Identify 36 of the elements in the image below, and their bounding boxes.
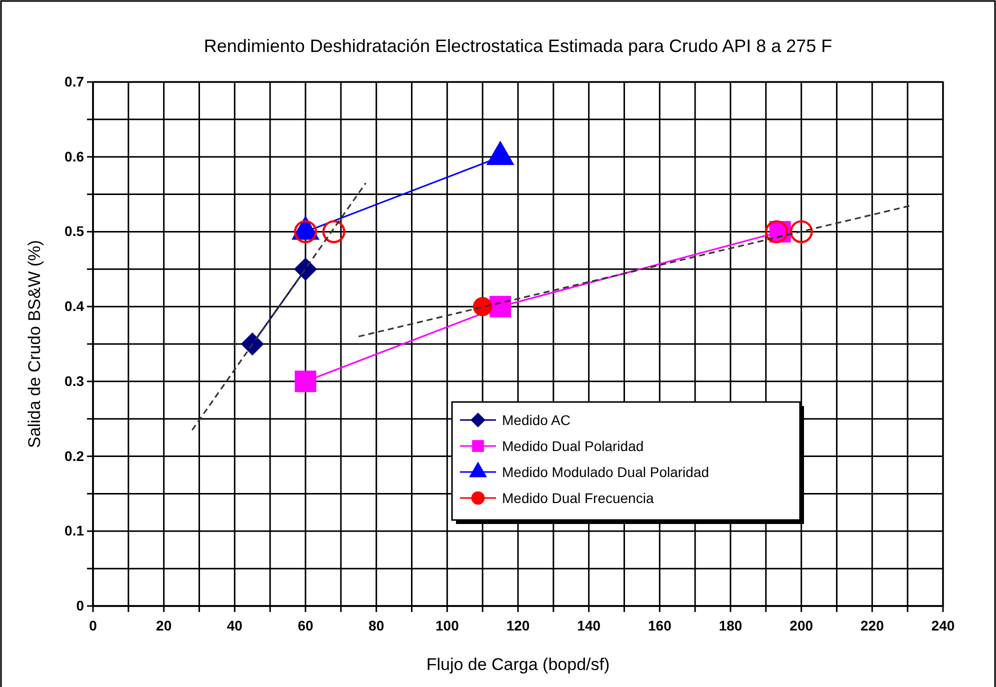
point (490, 296, 512, 318)
point (472, 296, 492, 316)
y-tick-label: 0.2 (64, 448, 84, 464)
x-tick-label: 240 (931, 617, 955, 634)
x-tick-label: 160 (648, 617, 672, 634)
point (765, 220, 788, 244)
x-tick-label: 20 (156, 617, 172, 634)
point (322, 220, 346, 244)
x-tick-label: 220 (860, 617, 884, 634)
y-tick-label: 0.5 (64, 223, 84, 240)
y-tick-label: 0.7 (64, 73, 84, 90)
point (241, 332, 264, 356)
y-tick-label: 0.4 (64, 298, 84, 314)
x-tick-label: 180 (718, 617, 742, 634)
x-tick-label: 40 (226, 617, 243, 634)
x-tick-label: 80 (368, 617, 384, 634)
legend-label: Medido Dual Polaridad (502, 438, 644, 454)
y-tick-label: 0.1 (64, 522, 84, 539)
y-axis-title: Salida de Crudo BS&W (%) (25, 240, 44, 448)
x-tick-label: 120 (506, 617, 530, 634)
x-tick-label: 0 (89, 617, 98, 634)
point (294, 258, 317, 280)
point (790, 220, 813, 244)
x-tick-label: 140 (577, 617, 601, 634)
y-tick-label: 0.3 (64, 372, 84, 389)
y-tick-label: 0 (76, 597, 84, 614)
legend-label: Medido Dual Frecuencia (502, 490, 654, 506)
y-tick-label: 0.6 (64, 148, 84, 164)
legend-label: Medido Modulado Dual Polaridad (502, 464, 710, 480)
x-tick-label: 200 (790, 617, 814, 634)
chart-title: Rendimiento Deshidratación Electrostatica Estimada para Crudo API 8 a 275 F (204, 36, 832, 56)
legend-label: Medido AC (502, 412, 570, 428)
x-axis-title: Flujo de Carga (bopd/sf) (426, 655, 610, 674)
x-tick-label: 60 (298, 617, 314, 634)
point (294, 370, 316, 392)
x-tick-label: 100 (435, 617, 460, 634)
